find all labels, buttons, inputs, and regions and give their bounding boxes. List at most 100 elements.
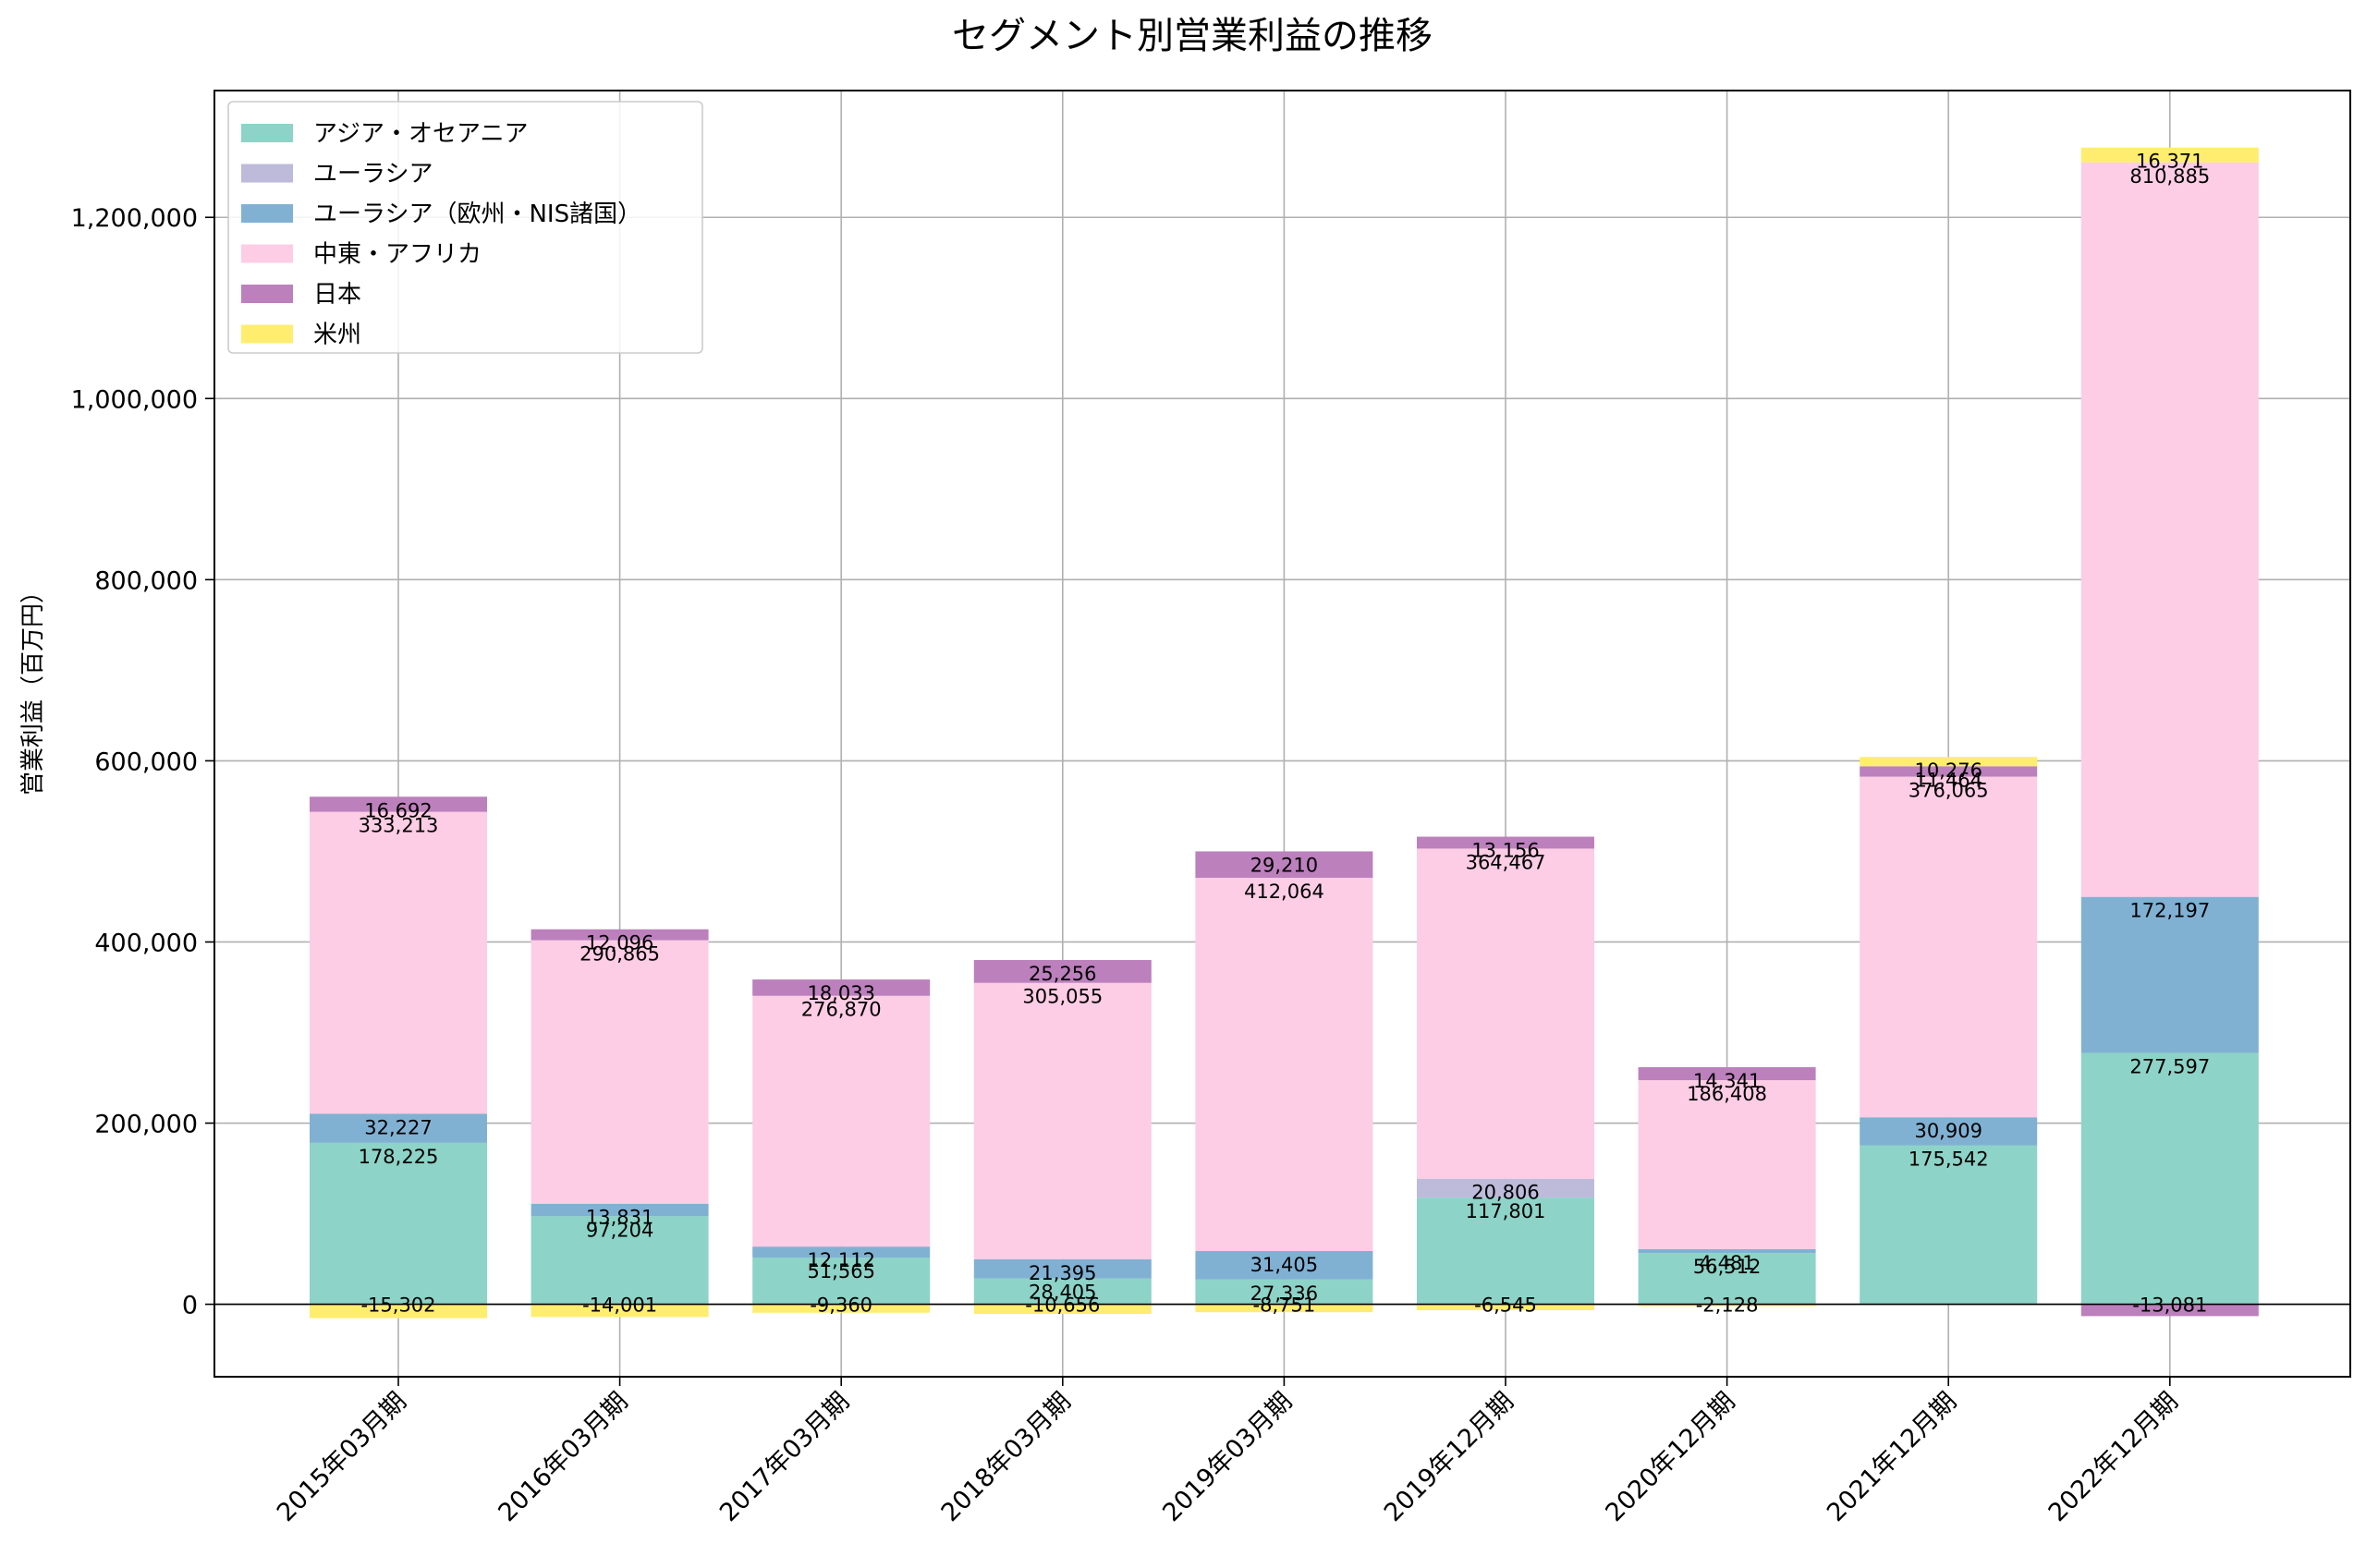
data-label: 14,341 [1693,1070,1761,1092]
data-label: 11,464 [1914,769,1982,791]
data-label: 56,512 [1693,1256,1761,1278]
bar-segment [531,929,709,941]
bar-segment [1860,757,2038,767]
data-label: 32,227 [364,1116,432,1138]
bar-segment [973,959,1152,983]
bar-segment [1417,848,1594,1179]
legend-label: 米州 [313,322,361,349]
bar-segment [973,1278,1152,1305]
data-label: 276,870 [801,999,882,1021]
data-label: 333,213 [359,815,439,837]
bar-segment [1195,1279,1373,1305]
bar-segment [1638,1066,1816,1081]
bar-segment [752,1246,931,1258]
bar-segment [1860,1145,2038,1305]
bar-segment [1195,1250,1373,1280]
bar-segment [531,1304,709,1318]
data-label: 172,197 [2129,900,2210,922]
data-label: 21,395 [1029,1262,1096,1284]
bar-segment [1417,1197,1594,1305]
bar-segment [1638,1253,1816,1305]
data-label: 16,371 [2136,151,2203,173]
data-label: 12,112 [807,1249,874,1271]
data-label: -2,128 [1696,1295,1759,1317]
bar-segment [973,982,1152,1259]
data-label: 186,408 [1687,1083,1767,1105]
data-label: 4,481 [1700,1252,1755,1274]
data-label: 51,565 [807,1260,874,1282]
bar-segment [1195,1304,1373,1313]
legend-box [227,101,703,354]
data-label: 175,542 [1909,1148,1989,1170]
data-label: -14,001 [582,1295,657,1317]
data-label: 29,210 [1250,854,1318,876]
bar-segment [531,1203,709,1217]
bar-segment [1638,1080,1816,1249]
data-label: 18,033 [807,982,874,1004]
y-tick-label: 200,000 [94,1111,198,1139]
data-label: 117,801 [1466,1200,1546,1222]
bar-segment [752,1258,931,1305]
data-label: 27,336 [1250,1282,1318,1305]
legend-swatch [241,124,293,142]
data-label: -8,751 [1253,1295,1316,1317]
bar-segment [1638,1304,1816,1307]
bar-segment [2080,896,2259,1053]
data-label: -10,656 [1025,1295,1100,1317]
bar-segment [752,979,931,996]
data-label: 20,806 [1471,1182,1539,1204]
bar-segment [1860,766,2038,777]
legend-swatch [241,285,293,303]
bar-segment [310,811,487,1114]
data-label: 364,467 [1466,851,1546,873]
data-label: 810,885 [2129,165,2210,188]
bar-segment [310,1304,487,1319]
legend-label: ユーラシア（欧州・NIS諸国） [313,201,641,228]
data-label: 178,225 [359,1146,439,1168]
legend-label: アジア・オセアニア [313,120,528,148]
y-tick-label: 1,000,000 [71,385,198,414]
data-label: 25,256 [1029,963,1096,985]
data-label: 97,204 [586,1219,653,1241]
y-axis-label: 営業利益（百万円） [19,579,47,796]
y-tick-label: 800,000 [94,566,198,595]
legend-label: 中東・アフリカ [313,241,482,269]
data-label: 28,405 [1029,1282,1096,1304]
bar-segment [531,1216,709,1305]
bar-segment [310,1142,487,1305]
data-label: -9,360 [810,1295,872,1317]
bar-segment [1638,1248,1816,1254]
data-label: 290,865 [579,943,660,966]
data-label: 16,692 [364,799,432,821]
bar-segment [2080,1304,2259,1317]
data-label: -15,302 [360,1295,435,1317]
data-label: 277,597 [2129,1055,2210,1077]
y-tick-label: 600,000 [94,748,198,776]
legend-swatch [241,324,293,344]
bar-segment [752,1304,931,1313]
data-label: 376,065 [1909,780,1989,802]
legend-swatch [241,164,293,183]
bar-segment [310,796,487,812]
bar-segment [973,1304,1152,1315]
data-label: -6,545 [1474,1295,1537,1317]
chart-title: セグメント別営業利益の推移 [952,15,1433,57]
data-label: 13,831 [586,1207,653,1229]
bar-segment [1417,1178,1594,1198]
data-labels: 178,22532,227333,21316,692-15,30297,2041… [359,151,2211,1317]
y-tick-label: 0 [182,1292,198,1320]
data-label: 13,156 [1471,840,1539,862]
legend-swatch [241,204,293,223]
data-label: 31,405 [1250,1254,1318,1276]
y-tick-label: 400,000 [94,929,198,957]
plot-frame [213,90,2351,1378]
data-label: 30,909 [1914,1120,1982,1142]
bar-segment [1195,851,1373,879]
bar-segment [1195,878,1373,1251]
y-tick-label: 1,200,000 [71,204,198,233]
bars [310,147,2259,1319]
bar-segment [1417,836,1594,849]
legend-label: ユーラシア [313,161,433,188]
bar-segment [531,940,709,1204]
